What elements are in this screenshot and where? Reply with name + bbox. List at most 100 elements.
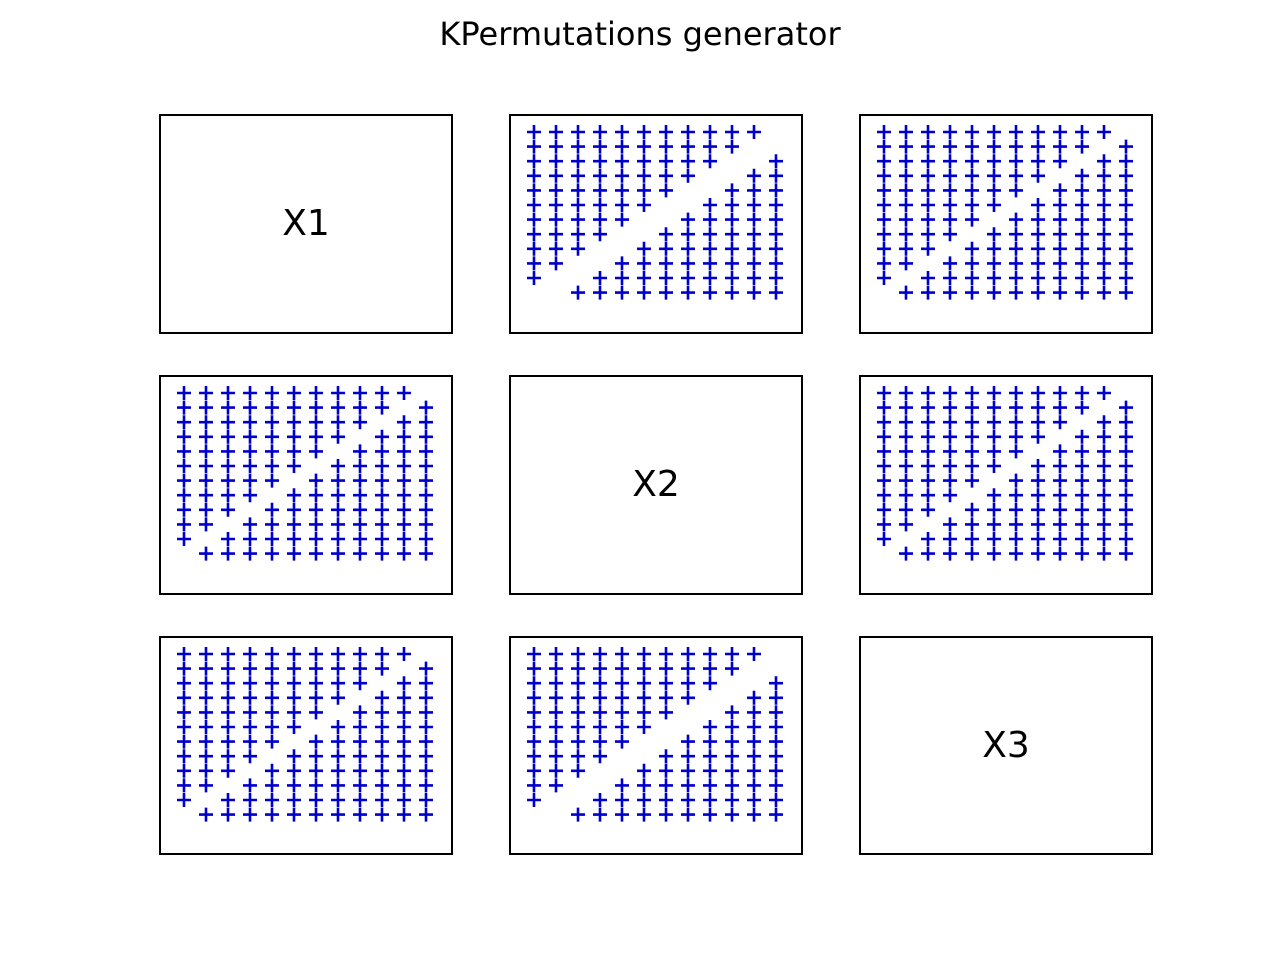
plus-marker [1053, 285, 1067, 300]
plus-marker [221, 763, 235, 778]
plus-marker [1075, 227, 1089, 242]
plus-marker [1009, 183, 1023, 198]
plus-marker [375, 749, 389, 764]
plus-marker [287, 546, 301, 561]
plus-marker [769, 807, 783, 822]
plus-marker [921, 429, 935, 444]
plus-marker [1075, 517, 1089, 532]
plus-marker [943, 227, 957, 242]
plus-marker [637, 705, 651, 720]
plus-marker [703, 256, 717, 271]
plus-marker [615, 256, 629, 271]
plus-marker [1053, 502, 1067, 517]
plus-marker [199, 647, 213, 661]
plus-marker [177, 386, 191, 400]
plus-marker [265, 734, 279, 749]
plus-marker [199, 502, 213, 517]
plus-marker [1075, 241, 1089, 256]
panel-1-1: X1 [159, 114, 453, 334]
plus-marker [703, 749, 717, 764]
plus-marker [703, 807, 717, 822]
plus-marker [1119, 502, 1133, 517]
plus-marker [243, 705, 257, 720]
plus-marker [549, 227, 563, 242]
plus-marker [527, 647, 541, 661]
plus-marker [243, 676, 257, 691]
plus-marker [571, 198, 585, 212]
plus-marker [375, 444, 389, 459]
plus-marker [287, 720, 301, 734]
plus-marker [419, 400, 433, 415]
plus-marker [681, 139, 695, 154]
plus-marker [309, 676, 323, 691]
plus-marker [549, 154, 563, 169]
plus-marker [1009, 212, 1023, 227]
plus-marker [681, 749, 695, 764]
plus-marker [527, 139, 541, 154]
plus-marker [177, 647, 191, 661]
plus-marker [637, 690, 651, 705]
plus-marker [571, 183, 585, 198]
plus-marker [397, 720, 411, 734]
plus-marker [571, 720, 585, 734]
plus-marker [899, 139, 913, 154]
plus-marker [987, 488, 1001, 503]
plus-marker [1031, 227, 1045, 242]
plus-marker [593, 705, 607, 720]
plus-marker [747, 705, 761, 720]
plus-marker [331, 546, 345, 561]
plus-marker [1031, 241, 1045, 256]
plus-marker [1031, 125, 1045, 139]
plus-marker [243, 473, 257, 488]
plus-marker [353, 778, 367, 793]
plus-marker [527, 705, 541, 720]
plus-marker [681, 125, 695, 139]
plus-marker [1031, 488, 1045, 503]
plus-marker [527, 183, 541, 198]
plus-marker [877, 459, 891, 473]
plus-marker [1053, 415, 1067, 430]
plus-marker [527, 125, 541, 139]
plus-marker [265, 532, 279, 546]
plus-marker [309, 647, 323, 661]
plus-marker [615, 647, 629, 661]
plus-marker [943, 532, 957, 546]
plus-marker [943, 488, 957, 503]
plus-marker [1097, 227, 1111, 242]
plus-marker [1031, 256, 1045, 271]
plus-marker [965, 271, 979, 285]
plus-marker [899, 125, 913, 139]
plus-marker [419, 676, 433, 691]
plus-marker [681, 285, 695, 300]
plus-marker [177, 415, 191, 430]
plus-marker [1075, 400, 1089, 415]
plus-marker [877, 139, 891, 154]
plus-marker [375, 734, 389, 749]
plus-marker [769, 705, 783, 720]
plus-marker [243, 415, 257, 430]
plus-marker [921, 183, 935, 198]
plus-marker [1009, 517, 1023, 532]
plus-marker [331, 763, 345, 778]
plus-marker [375, 807, 389, 822]
plus-marker [309, 532, 323, 546]
plus-marker [1075, 459, 1089, 473]
plus-marker [615, 154, 629, 169]
plus-marker [397, 459, 411, 473]
plus-marker [1031, 473, 1045, 488]
plus-marker [987, 256, 1001, 271]
plus-marker [309, 415, 323, 430]
plus-marker [747, 227, 761, 242]
plus-marker [965, 285, 979, 300]
plus-marker [309, 690, 323, 705]
plus-marker [549, 763, 563, 778]
plus-marker [571, 241, 585, 256]
plus-marker [637, 271, 651, 285]
plus-marker [921, 444, 935, 459]
plus-marker [877, 386, 891, 400]
plus-marker [1097, 386, 1111, 400]
plus-marker [593, 198, 607, 212]
plus-marker [637, 139, 651, 154]
plus-marker [527, 154, 541, 169]
plus-marker [177, 459, 191, 473]
